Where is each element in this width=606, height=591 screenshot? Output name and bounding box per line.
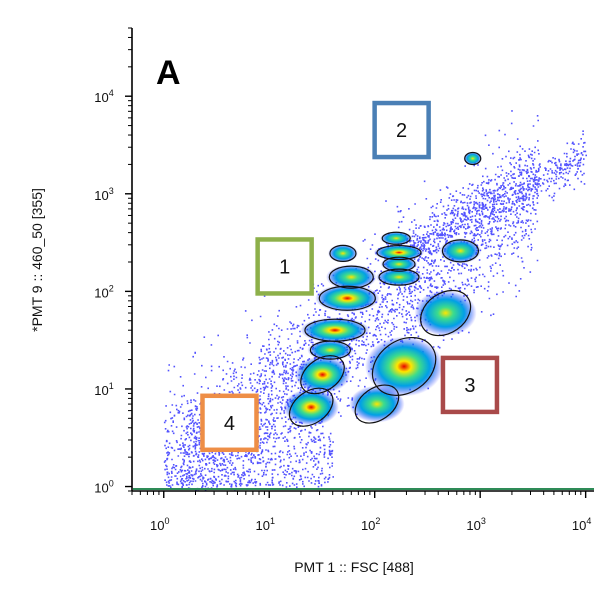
gate-ellipse xyxy=(329,244,357,262)
gate-ellipse xyxy=(288,387,334,427)
density-cluster xyxy=(376,267,423,287)
gate-ellipse xyxy=(420,289,472,337)
gate-ellipse xyxy=(464,151,482,166)
x-tick-label: 100 xyxy=(150,516,169,533)
density-cluster xyxy=(380,231,413,246)
density-cluster xyxy=(283,388,339,426)
gate-ellipse xyxy=(376,244,422,261)
x-tick-label: 103 xyxy=(466,516,485,533)
y-tick-label: 102 xyxy=(94,283,113,300)
y-ticks: 100 101 102 103 104 xyxy=(94,27,132,496)
annotation-box-label: 2 xyxy=(396,120,407,142)
density-cluster xyxy=(380,256,418,273)
annotation-box-3: 3 xyxy=(440,355,500,415)
annotation-box-label: 4 xyxy=(224,413,235,435)
annotation-box-2: 2 xyxy=(372,100,431,160)
gate-layer xyxy=(288,151,482,427)
y-tick-label: 103 xyxy=(94,186,113,203)
annotation-box-label: 3 xyxy=(464,375,475,397)
gate-ellipse xyxy=(328,265,374,289)
annotation-layer: 1 2 3 4 xyxy=(200,100,500,453)
annotation-box-label: 1 xyxy=(279,256,290,278)
annotation-box-frame xyxy=(440,355,500,415)
density-cluster xyxy=(300,317,370,343)
gate-ellipse xyxy=(300,355,345,395)
x-tick-label: 102 xyxy=(361,516,380,533)
annotation-box-1: 1 xyxy=(255,237,314,296)
density-cluster xyxy=(315,284,380,313)
density-cluster xyxy=(365,336,444,397)
gate-ellipse xyxy=(354,384,400,424)
density-cluster xyxy=(326,264,377,290)
y-tick-label: 100 xyxy=(94,479,113,496)
panel-letter: A xyxy=(156,54,181,92)
gate-ellipse xyxy=(381,231,411,245)
y-axis-title: *PMT 9 :: 460_50 [355] xyxy=(29,188,45,332)
y-tick-label: 104 xyxy=(94,88,113,105)
density-cluster xyxy=(373,244,425,261)
annotation-box-frame xyxy=(200,393,259,453)
x-tick-label: 101 xyxy=(255,516,274,533)
annotation-box-frame xyxy=(255,237,314,296)
annotation-box-frame xyxy=(372,100,431,160)
x-axis-title: PMT 1 :: FSC [488] xyxy=(294,559,414,575)
gate-ellipse xyxy=(441,239,480,263)
gate-ellipse xyxy=(304,318,366,342)
density-cluster xyxy=(327,244,358,263)
annotation-box-4: 4 xyxy=(200,393,259,453)
density-cluster xyxy=(439,238,482,264)
x-ticks: 100 101 102 103 104 xyxy=(131,491,591,533)
density-cluster xyxy=(463,151,482,166)
x-tick-label: 104 xyxy=(572,516,591,533)
y-tick-label: 101 xyxy=(94,381,113,398)
density-cluster xyxy=(307,339,354,361)
gate-ellipse xyxy=(371,336,437,396)
density-cluster xyxy=(294,356,351,394)
gate-ellipse xyxy=(378,268,420,286)
density-cluster xyxy=(414,290,477,337)
gate-ellipse xyxy=(318,285,376,311)
gate-ellipse xyxy=(382,256,416,272)
